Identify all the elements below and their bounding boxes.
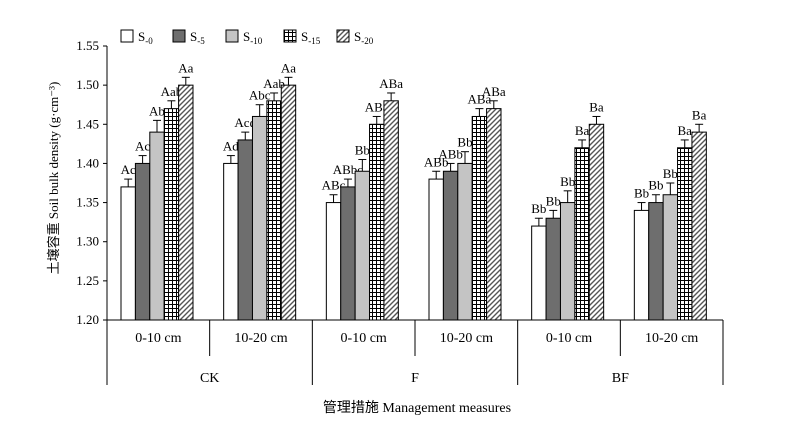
y-axis-label: 土壤容重 Soil bulk density (g·cm⁻³) — [46, 82, 61, 275]
bar — [662, 194, 679, 321]
bar-significance-label: ABa — [379, 76, 403, 91]
y-tick-label: 1.35 — [76, 195, 99, 210]
y-tick-label: 1.40 — [76, 155, 99, 170]
bar-significance-label: ABa — [467, 92, 491, 107]
legend-label: S-0 — [138, 29, 153, 46]
y-tick-label: 1.20 — [76, 312, 99, 327]
x-tick-label: 0-10 cm — [135, 331, 181, 346]
bar-significance-label: Bb — [560, 174, 575, 189]
bar-significance-label: Aab — [161, 84, 183, 99]
legend-label: S-20 — [354, 29, 374, 46]
bar — [633, 209, 650, 321]
bar-significance-label: Ad — [223, 139, 239, 154]
bars: AcAcAbAabAaAdAcdAbcAabAaABcABbcBbABaABaA… — [120, 60, 707, 321]
bar-significance-label: Bb — [634, 186, 649, 201]
y-tick-label: 1.25 — [76, 273, 99, 288]
bar — [574, 147, 590, 321]
bar-significance-label: Ba — [589, 99, 604, 114]
bar-significance-label: Ba — [678, 123, 693, 138]
bar — [428, 178, 444, 321]
x-tick-label: 10-20 cm — [645, 331, 698, 346]
bar-significance-label: Bb — [546, 193, 561, 208]
y-tick-label: 1.50 — [76, 77, 99, 92]
bar — [691, 131, 707, 321]
bar-significance-label: ABa — [482, 84, 506, 99]
bar-significance-label: Bb — [663, 166, 678, 181]
legend-swatch — [172, 29, 186, 43]
bar-significance-label: Bb — [531, 201, 546, 216]
bar — [134, 162, 151, 321]
bar — [442, 170, 459, 321]
bar-significance-label: Bb — [648, 178, 663, 193]
bar — [223, 162, 239, 321]
legend-swatch — [120, 29, 134, 43]
bar — [340, 186, 356, 321]
legend-swatch — [225, 29, 239, 43]
bar-significance-label: Ba — [575, 123, 590, 138]
bar-significance-label: Ba — [692, 107, 707, 122]
legend-label: S-10 — [243, 29, 263, 46]
bar-significance-label: ABb — [438, 146, 463, 161]
legend-label: S-5 — [190, 29, 205, 46]
y-tick-label: 1.55 — [76, 38, 99, 53]
bar — [531, 225, 547, 321]
bar — [471, 115, 488, 321]
bar-significance-label: Abc — [249, 88, 271, 103]
bar — [369, 123, 385, 321]
x-tick-label: 10-20 cm — [234, 331, 287, 346]
x-tick-label: 0-10 cm — [341, 331, 387, 346]
bar-significance-label: Bb — [457, 135, 472, 150]
bar — [120, 186, 136, 321]
bar-significance-label: Aab — [263, 76, 285, 91]
y-tick-label: 1.45 — [76, 116, 99, 131]
bar — [178, 84, 194, 321]
bar — [588, 123, 605, 321]
bar — [251, 115, 268, 321]
legend-label: S-15 — [301, 29, 321, 46]
bar-significance-label: ABa — [365, 99, 389, 114]
bar — [383, 100, 399, 321]
y-tick-label: 1.30 — [76, 234, 99, 249]
group-label: CK — [200, 371, 219, 386]
bar — [677, 147, 693, 321]
bar — [149, 131, 165, 321]
bar — [163, 108, 180, 321]
bar — [545, 217, 561, 321]
bar-significance-label: ABc — [322, 178, 346, 193]
x-axis-label: 管理措施 Management measures — [323, 400, 511, 416]
x-tick-label: 0-10 cm — [546, 331, 592, 346]
group-label: BF — [612, 371, 629, 386]
bar — [486, 108, 502, 321]
bar-significance-label: Aa — [178, 60, 193, 75]
legend-swatch — [283, 29, 297, 43]
bar — [457, 162, 473, 321]
bar-significance-label: Acd — [234, 115, 256, 130]
bar — [648, 202, 664, 321]
bar-significance-label: Bb — [355, 143, 370, 158]
bar — [325, 202, 342, 321]
x-tick-label: 10-20 cm — [440, 331, 493, 346]
bar — [280, 84, 297, 321]
bar-significance-label: Ab — [149, 103, 165, 118]
legend: S-0 S-5 S-10 S-15 S-20 — [120, 29, 374, 46]
legend-swatch — [336, 29, 350, 43]
bar — [559, 202, 576, 321]
bar-significance-label: Aa — [281, 60, 296, 75]
group-label: F — [411, 371, 419, 386]
axes: 1.20 1.25 1.30 1.35 1.40 1.45 1.50 1.55 0-10 cm 1… — [76, 38, 724, 386]
bar-significance-label: Ac — [121, 162, 136, 177]
bar — [354, 170, 371, 321]
bar-significance-label: Ac — [135, 139, 150, 154]
bar — [266, 100, 282, 321]
bar — [237, 139, 253, 321]
bar-significance-label: ABb — [424, 154, 449, 169]
